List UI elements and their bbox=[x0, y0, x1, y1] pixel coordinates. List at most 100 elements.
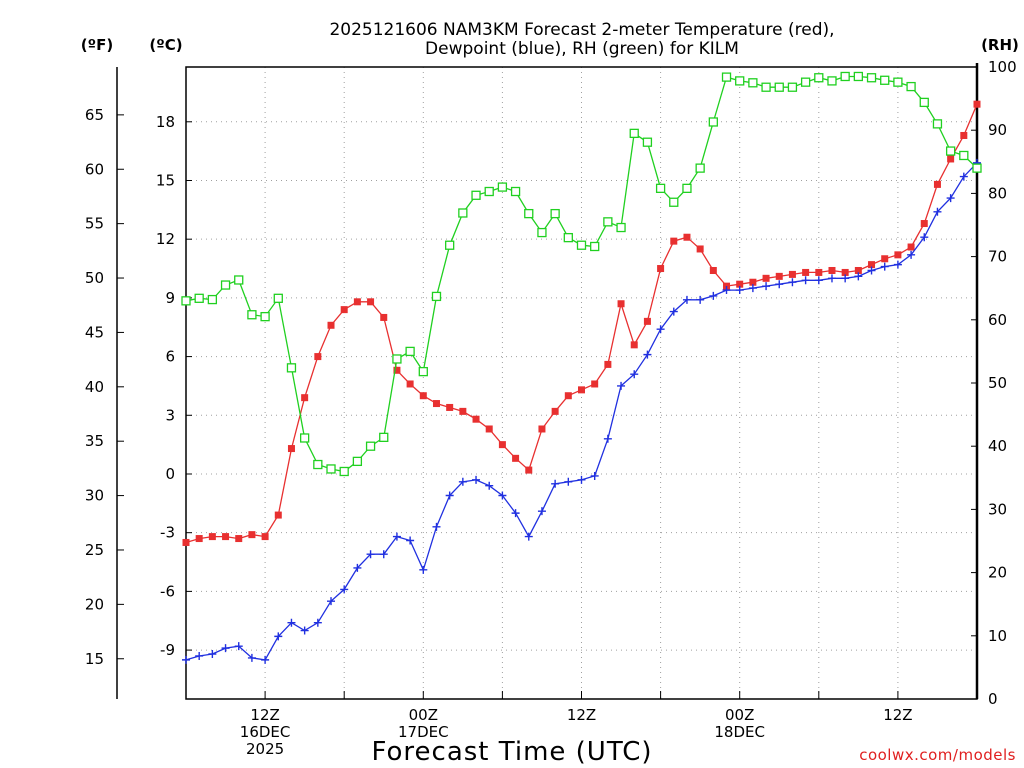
rh-point bbox=[379, 432, 389, 443]
temperature-point bbox=[841, 268, 849, 276]
fahrenheit-tick-label: 20 bbox=[85, 595, 104, 613]
rh-point bbox=[365, 441, 376, 451]
fahrenheit-tick-label: 55 bbox=[85, 215, 104, 233]
rh-point bbox=[669, 197, 679, 207]
rh-point bbox=[603, 217, 613, 227]
rh-point bbox=[840, 71, 850, 82]
series-rh bbox=[181, 71, 982, 477]
temperature-point bbox=[235, 535, 243, 543]
temperature-point bbox=[393, 366, 401, 374]
rh-point bbox=[695, 163, 705, 173]
temperature-point bbox=[340, 306, 348, 314]
dewpoint-point bbox=[195, 651, 204, 660]
celsius-tick-label: 9 bbox=[165, 289, 175, 307]
temperature-point bbox=[920, 220, 928, 228]
temperature-point bbox=[933, 180, 941, 188]
credit-text: coolwx.com/models bbox=[859, 746, 1016, 764]
rh-tick-label: 90 bbox=[988, 121, 1007, 139]
temperature-point bbox=[802, 268, 810, 276]
temperature-point bbox=[749, 278, 757, 286]
fahrenheit-tick-label: 15 bbox=[85, 650, 104, 668]
celsius-tick-label: -3 bbox=[160, 524, 175, 542]
rh-point bbox=[445, 240, 455, 250]
rh-point bbox=[497, 182, 508, 192]
dewpoint-point bbox=[933, 207, 942, 216]
dewpoint-point bbox=[827, 274, 836, 283]
rh-point bbox=[721, 72, 732, 82]
temperature-point bbox=[261, 533, 269, 541]
rh-point bbox=[682, 183, 692, 193]
celsius-unit-label: (ºC) bbox=[149, 36, 182, 54]
dewpoint-point bbox=[247, 653, 256, 662]
temperature-point bbox=[907, 243, 915, 251]
temperature-point bbox=[222, 533, 230, 541]
dewpoint-point bbox=[221, 644, 230, 653]
fahrenheit-unit-label: (ºF) bbox=[81, 36, 113, 54]
x-tick-label: 00Z bbox=[409, 706, 438, 724]
dewpoint-point bbox=[340, 585, 349, 594]
dewpoint-point bbox=[682, 295, 691, 304]
rh-tick-label: 70 bbox=[988, 248, 1007, 266]
dewpoint-point bbox=[814, 276, 823, 285]
dewpoint-point bbox=[300, 626, 309, 635]
celsius-tick-label: 0 bbox=[165, 465, 175, 483]
dewpoint-point bbox=[353, 563, 362, 572]
dewpoint-point bbox=[445, 491, 454, 500]
temperature-point bbox=[380, 313, 388, 321]
fahrenheit-tick-label: 25 bbox=[85, 541, 104, 559]
dewpoint-point bbox=[788, 278, 797, 287]
fahrenheit-tick-label: 50 bbox=[85, 269, 104, 287]
rh-point bbox=[590, 241, 600, 252]
rh-point bbox=[800, 77, 811, 87]
rh-point bbox=[853, 71, 863, 82]
celsius-tick-label: -9 bbox=[160, 641, 175, 659]
temperature-point bbox=[367, 298, 375, 306]
temperature-point bbox=[512, 454, 520, 462]
fahrenheit-tick-label: 60 bbox=[85, 160, 104, 178]
rh-point bbox=[313, 459, 323, 470]
rh-point bbox=[576, 240, 587, 250]
rh-point bbox=[708, 117, 718, 127]
series-dewpoint bbox=[182, 158, 981, 664]
temperature-point bbox=[327, 321, 335, 329]
plot-frame bbox=[116, 63, 979, 700]
dewpoint-point bbox=[564, 477, 573, 486]
temperature-point bbox=[578, 386, 585, 394]
rh-point bbox=[787, 82, 798, 92]
x-tick-label: 12Z bbox=[883, 706, 912, 724]
temperature-point bbox=[459, 407, 467, 415]
x-tick-label: 12Z bbox=[567, 706, 596, 724]
x-tick-label: 2025 bbox=[246, 740, 284, 758]
dewpoint-point bbox=[485, 481, 494, 490]
dewpoint-point bbox=[458, 477, 467, 486]
dewpoint-point bbox=[261, 655, 270, 664]
x-tick-label: 18DEC bbox=[714, 723, 765, 741]
dewpoint-point bbox=[208, 649, 217, 658]
temperature-point bbox=[696, 245, 704, 253]
temperature-point bbox=[564, 392, 572, 400]
celsius-tick-label: -6 bbox=[160, 582, 175, 600]
rh-point bbox=[906, 81, 916, 92]
rh-point bbox=[893, 77, 903, 87]
rh-point bbox=[352, 456, 363, 467]
temperature-point bbox=[775, 272, 783, 280]
temperature-point bbox=[248, 531, 256, 539]
dewpoint-point bbox=[880, 262, 889, 271]
temperature-point bbox=[973, 100, 981, 108]
x-tick-label: 00Z bbox=[725, 706, 754, 724]
rh-tick-label: 80 bbox=[988, 184, 1007, 202]
temperature-point bbox=[683, 233, 691, 241]
dewpoint-point bbox=[801, 276, 810, 285]
temperature-point bbox=[498, 441, 506, 449]
dewpoint-point bbox=[182, 655, 190, 664]
temperature-point bbox=[670, 237, 678, 245]
dewpoint-point bbox=[867, 266, 876, 275]
dewpoint-point bbox=[603, 434, 612, 443]
chart-title: 2025121606 NAM3KM Forecast 2-meter Tempe… bbox=[329, 20, 834, 40]
chart-subtitle: Dewpoint (blue), RH (green) for KILM bbox=[425, 39, 739, 59]
rh-tick-label: 20 bbox=[988, 564, 1007, 582]
fahrenheit-tick-label: 30 bbox=[85, 487, 104, 505]
celsius-tick-label: 18 bbox=[156, 113, 175, 131]
rh-point bbox=[524, 208, 534, 219]
rh-point bbox=[945, 146, 956, 156]
